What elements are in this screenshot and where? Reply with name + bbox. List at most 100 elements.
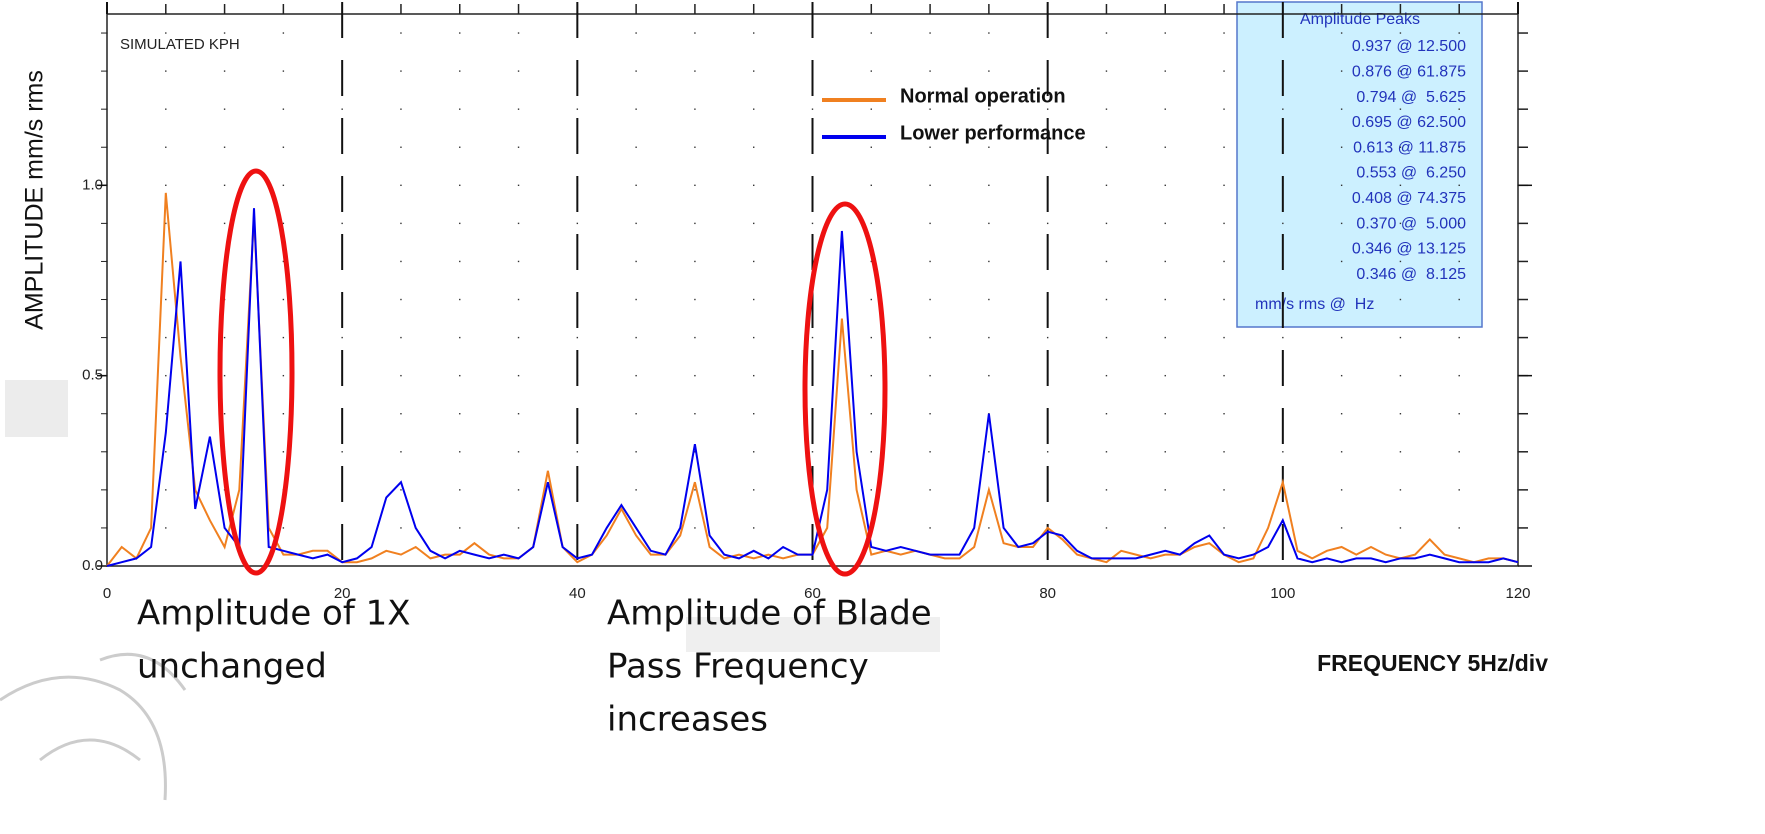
grid-dot [400,222,402,225]
grid-dot [165,298,167,301]
annotation: Amplitude of Blade [607,594,932,634]
grid-dot [1282,222,1284,225]
grid-dot [282,146,285,148]
grid-dot [459,222,461,225]
grid-dot [694,489,696,491]
grid-dot [1458,489,1460,491]
peak-row: 0.408 @ 74.375 [1352,190,1466,207]
grid-dot [1164,146,1166,148]
legend-label: Normal operation [900,85,1066,107]
chart-subtitle: SIMULATED KPH [120,36,240,53]
grid-dot [400,336,402,339]
grid-dot [400,32,402,34]
grid-dot [988,184,990,187]
grid-dot [517,527,520,529]
grid-dot [282,32,285,34]
grid-dot [165,108,167,110]
grid-dot [1223,222,1225,225]
grid-dot [517,184,520,187]
grid-dot [459,489,461,491]
grid-dot [223,222,226,225]
grid-dot [1105,70,1108,72]
grid-dot [1046,222,1049,225]
grid-dot [1458,70,1460,72]
peaks-box [1236,1,1483,328]
grid-dot [694,260,696,263]
grid-dot [1340,260,1343,263]
x-axis-label: FREQUENCY 5Hz/div [1317,650,1548,676]
grid-dot [1282,451,1284,453]
grid-dot [459,451,461,453]
grid-dot [459,336,461,339]
grid-dot [753,184,755,187]
grid-dot [1223,260,1225,263]
grid-dot [1458,527,1460,529]
grid-dot [1046,108,1049,110]
grid-dot [1458,336,1460,339]
grid-dot [165,32,167,34]
grid-dot [223,336,226,339]
grid-dot [341,451,343,453]
grid-dot [517,451,520,453]
grid-dot [1399,374,1402,377]
grid-dot [694,451,696,453]
grid-dot [988,374,990,377]
grid-dot [694,336,696,339]
grid-dot [1105,489,1108,491]
grid-dot [400,260,402,263]
peaks-table: Amplitude Peaks mm/s rms @ Hz 0.937 @ 12… [1236,1,1483,328]
grid-dot [1223,451,1225,453]
grid-dot [1223,184,1225,187]
grid-dot [282,527,285,529]
grid-dot [459,32,461,34]
pump-logo [0,652,187,801]
grid-dot [1282,108,1284,110]
grid-dot [223,70,226,72]
grid-dot [1223,146,1225,148]
grid-dot [694,184,696,187]
grid-dot [1223,413,1225,415]
grid-dot [517,260,520,263]
grid-dot [1105,32,1108,34]
grid-dot [459,527,461,529]
grid-dot [165,374,167,377]
x-tick-label: 100 [1270,585,1295,602]
grid-dot [165,489,167,491]
grid-dot [400,146,402,148]
grid-dot [988,32,990,34]
grid-dot [1458,413,1460,415]
grid-dot [1105,527,1108,529]
grid-dot [1340,108,1343,110]
grid-dot [694,70,696,72]
grid-dot [753,298,755,301]
grid-dot [1223,527,1225,529]
grid-dot [282,336,285,339]
grid-dot [517,374,520,377]
grid-dot [1164,108,1166,110]
grid-dot [1105,222,1108,225]
grid-dot [576,451,579,453]
grid-dot [517,222,520,225]
grid-dot [753,451,755,453]
grid-dot [1458,260,1460,263]
grid-dot [753,108,755,110]
grid-dot [282,413,285,415]
grid-dot [223,413,226,415]
grid-dot [635,374,637,377]
grid-dot [1340,222,1343,225]
grid-dot [1105,184,1108,187]
peak-row: 0.553 @ 6.250 [1356,165,1466,182]
grid-dot [694,527,696,529]
grid-dot [1340,489,1343,491]
grid-dot [811,108,814,110]
grid-dot [165,260,167,263]
grid-dot [223,374,226,377]
grid-dot [459,108,461,110]
grid-dot [635,222,637,225]
grid-dot [1458,32,1460,34]
grid-dot [165,336,167,339]
grid-dot [1164,489,1166,491]
x-tick-label: 20 [334,585,351,602]
grid-dot [1223,489,1225,491]
